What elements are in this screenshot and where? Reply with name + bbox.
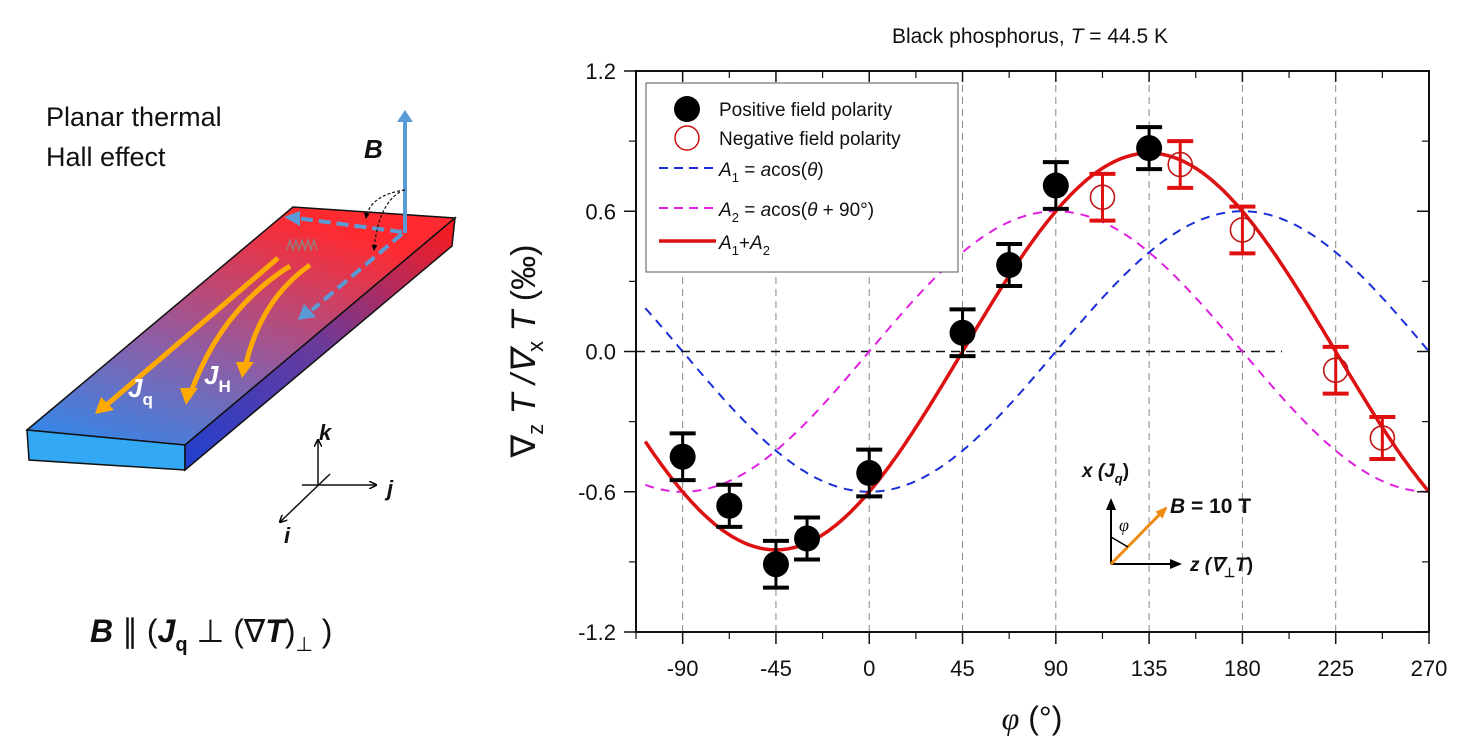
field-orientation-inset: x (Jq) φ B = 10 T z (∇⊥T) <box>1081 461 1253 580</box>
x-tick-label: -90 <box>667 656 699 681</box>
b-rotated-arrowhead-2 <box>298 304 316 320</box>
data-point-positive <box>794 515 821 562</box>
marker-filled-circle <box>949 319 976 346</box>
curve-a2 <box>644 210 1430 493</box>
marker-filled-circle <box>996 252 1023 279</box>
inset-x-axis-label: x (Jq) <box>1081 461 1129 486</box>
slab-side-face <box>184 216 456 472</box>
inset-field-label: B = 10 T <box>1170 495 1251 518</box>
axis-i-arrow <box>280 473 331 522</box>
chart-title: Black phosphorus, T = 44.5 K <box>892 25 1168 48</box>
inset-angle-arc <box>1110 536 1129 548</box>
marker-filled-circle <box>716 492 743 519</box>
schematic-title-line1: Planar thermal <box>46 102 222 132</box>
legend-label-a1: A1 = acos(θ) <box>718 160 824 185</box>
jh-arrow-1 <box>187 263 292 396</box>
x-tick-label: 270 <box>1411 656 1448 681</box>
legend-marker-negative <box>674 125 700 151</box>
schematic-panel: Planar thermal Hall effect B Jq JH <box>25 102 457 656</box>
curve-a1 <box>644 210 1430 493</box>
legend-label-positive: Positive field polarity <box>719 100 893 121</box>
axis-j-label: j <box>384 476 394 501</box>
data-point-positive <box>1136 125 1163 172</box>
x-tick-label: -45 <box>760 656 792 681</box>
data-point-positive <box>856 447 883 499</box>
jq-label: Jq <box>128 373 153 409</box>
x-tick-label: 90 <box>1044 656 1068 681</box>
legend-label-negative: Negative field polarity <box>719 129 901 150</box>
schematic-title-line2: Hall effect <box>46 142 166 172</box>
marker-open-circle <box>1322 357 1349 384</box>
data-point-negative <box>1089 171 1116 223</box>
x-axis-label: φ (°) <box>1002 700 1063 736</box>
y-tick-label: 0.6 <box>585 199 616 224</box>
marker-filled-circle <box>762 551 789 578</box>
axis-i-label: i <box>284 523 291 548</box>
legend: Positive field polarity Negative field p… <box>645 82 959 273</box>
x-tick-label: 180 <box>1224 656 1261 681</box>
y-axis-label: ∇z T /∇x T (‰) <box>505 245 548 459</box>
y-tick-label: 0.0 <box>585 340 616 365</box>
inset-angle-label: φ <box>1119 515 1129 535</box>
marker-open-circle <box>1167 151 1194 178</box>
data-point-positive <box>762 538 789 590</box>
rotation-arc-2 <box>371 191 401 251</box>
inset-b-field-arrow <box>1109 506 1168 566</box>
data-point-negative <box>1322 344 1349 396</box>
marker-filled-circle <box>669 443 696 470</box>
x-tick-label: 0 <box>863 656 875 681</box>
x-tick-label: 225 <box>1317 656 1354 681</box>
x-tick-label: 135 <box>1131 656 1168 681</box>
inset-z-axis-label: z (∇⊥T) <box>1189 555 1253 580</box>
data-point-positive <box>949 307 976 359</box>
axis-k-label: k <box>319 420 333 445</box>
legend-label-sum: A1+A2 <box>718 233 770 258</box>
data-point-positive <box>1042 160 1069 211</box>
marker-filled-circle <box>856 460 883 487</box>
jh-arrowhead-2 <box>236 362 254 378</box>
b-rotated-arrow-2 <box>310 232 404 312</box>
marker-filled-circle <box>1042 172 1069 199</box>
condition-formula: B ∥ (Jq ⊥ (∇T)⊥ ) <box>90 613 332 656</box>
legend-label-a2: A2 = acos(θ + 90°) <box>718 200 874 225</box>
marker-open-circle <box>1229 217 1256 243</box>
marker-filled-circle <box>794 525 821 552</box>
data-point-positive <box>669 431 696 483</box>
jq-arrowhead <box>95 397 114 414</box>
data-point-negative <box>1229 204 1256 256</box>
legend-marker-positive <box>674 96 700 122</box>
y-tick-label: -0.6 <box>578 480 616 505</box>
x-tick-label: 45 <box>950 656 974 681</box>
data-point-positive <box>716 482 743 529</box>
chart: Black phosphorus, T = 44.5 K -90 -45 0 45 90… <box>505 25 1447 736</box>
jh-arrow-2 <box>242 262 312 369</box>
y-tick-label: 1.2 <box>585 59 616 84</box>
point-layer <box>669 125 1396 590</box>
data-point-negative <box>1369 414 1396 462</box>
data-point-negative <box>1167 139 1194 190</box>
data-point-positive <box>996 241 1023 289</box>
marker-open-circle <box>1089 184 1116 211</box>
b-rotated-arrowhead-1 <box>284 211 300 226</box>
b-field-arrowhead <box>397 110 413 122</box>
y-tick-label: -1.2 <box>578 620 616 645</box>
rotation-arc-1 <box>363 189 406 219</box>
b-field-label: B <box>364 134 383 164</box>
axis-layer: -90 -45 0 45 90 135 180 225 270 -1.2 -0.6 0.0 0.6 1.2 <box>578 59 1447 681</box>
jh-label: JH <box>204 360 231 396</box>
phonon-wave-icon <box>286 237 318 253</box>
jh-arrowhead-1 <box>180 388 198 405</box>
marker-open-circle <box>1369 425 1396 451</box>
jq-arrow <box>101 256 280 410</box>
marker-filled-circle <box>1136 135 1163 162</box>
